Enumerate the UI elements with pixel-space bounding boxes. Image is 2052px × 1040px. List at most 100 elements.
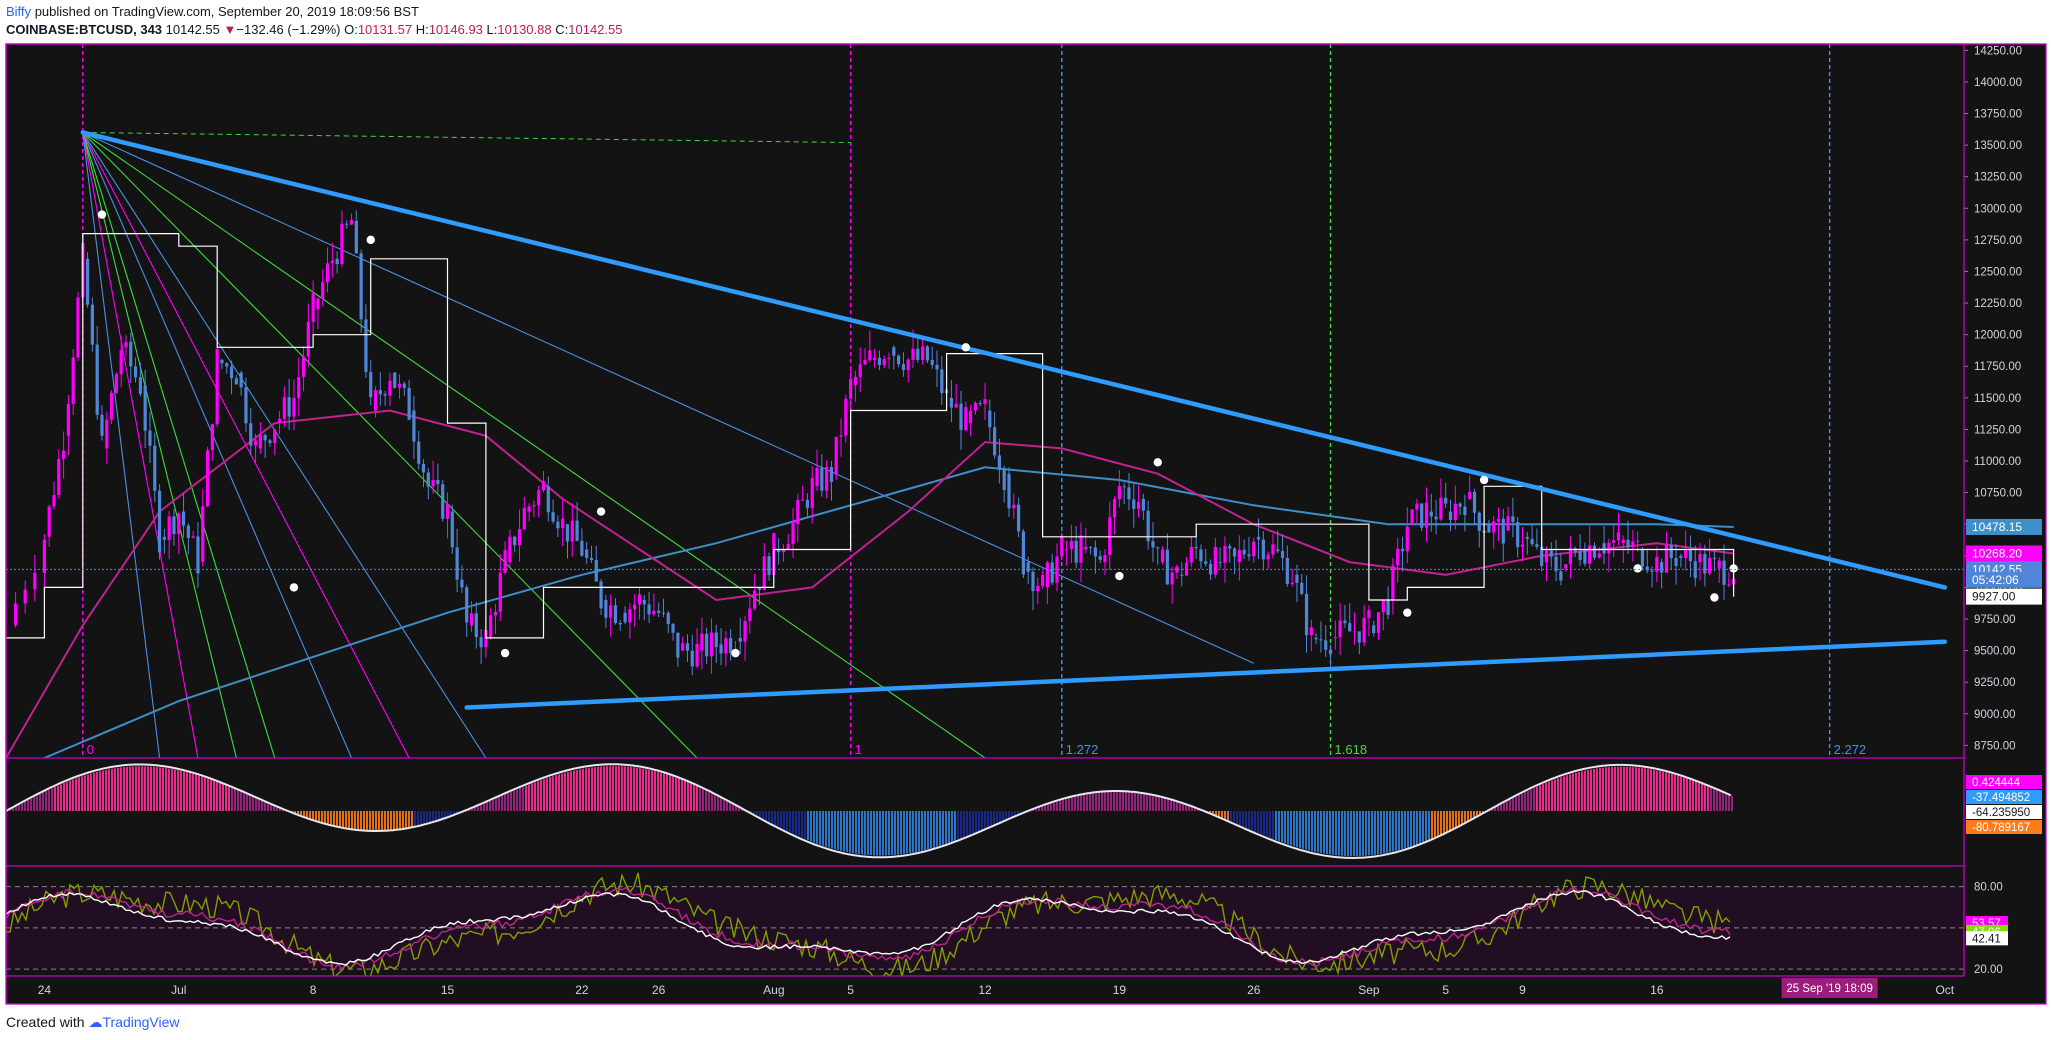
candle (1444, 497, 1448, 504)
osc-histogram-bar (492, 799, 494, 811)
candle (949, 397, 954, 408)
date-tick-label: 24 (38, 983, 52, 997)
candle (61, 450, 66, 460)
osc-histogram-bar (1725, 793, 1727, 811)
osc-histogram-bar (564, 772, 566, 811)
price-tick-label: 13250.00 (1974, 172, 2022, 184)
osc-histogram-bar (168, 768, 170, 811)
osc-histogram-bar (81, 776, 83, 811)
candle (273, 429, 277, 444)
signal-dot (1403, 608, 1412, 617)
osc-histogram-bar (1287, 811, 1289, 845)
osc-histogram-bar (495, 798, 497, 811)
candle (815, 467, 819, 487)
baseline-line (6, 233, 1735, 639)
symbol-label: COINBASE:BTCUSD, 343 (6, 22, 163, 37)
osc-histogram-bar (354, 811, 356, 829)
osc-histogram-bar (945, 811, 947, 844)
osc-histogram-bar (696, 785, 698, 811)
osc-histogram-bar (1506, 801, 1508, 811)
tradingview-link[interactable]: TradingView (102, 1014, 180, 1030)
osc-label-badge (1966, 775, 2042, 789)
candle (340, 223, 344, 265)
osc-histogram-bar (783, 811, 785, 830)
osc-histogram-bar (1290, 811, 1292, 846)
osc-histogram-bar (498, 796, 500, 811)
candle (1597, 553, 1601, 558)
rsi-label-badge (1966, 931, 2008, 946)
osc-histogram-bar (1530, 789, 1532, 811)
candle (1396, 548, 1400, 566)
candle (695, 643, 699, 667)
osc-histogram-bar (531, 783, 533, 811)
osc-histogram-bar (1626, 766, 1628, 811)
osc-histogram-bar (798, 811, 800, 837)
osc-histogram-bar (318, 811, 320, 822)
candle (767, 556, 771, 575)
osc-histogram-bar (1131, 792, 1133, 811)
osc-histogram-bar (135, 766, 137, 811)
osc-histogram-bar (63, 783, 65, 811)
candle (325, 263, 330, 283)
candle (66, 403, 70, 436)
candle (762, 556, 766, 590)
osc-histogram-bar (852, 811, 854, 854)
candle (1511, 516, 1515, 523)
osc-histogram-bar (336, 811, 338, 826)
candle (1448, 511, 1453, 521)
osc-histogram-bar (876, 811, 878, 856)
osc-histogram-bar (579, 769, 581, 811)
osc-histogram-bar (1254, 811, 1256, 832)
candle (335, 258, 339, 265)
osc-histogram-bar (1401, 811, 1403, 850)
rsi-level-label: 80.00 (1974, 882, 2003, 894)
candle (33, 572, 37, 590)
osc-histogram-bar (1656, 770, 1658, 811)
candle (431, 479, 435, 487)
osc-histogram-bar (489, 800, 491, 811)
osc-histogram-bar (1284, 811, 1286, 844)
author-link[interactable]: Biffy (6, 4, 32, 19)
candle (1021, 531, 1025, 575)
candle (95, 344, 99, 415)
osc-histogram-bar (369, 811, 371, 831)
osc-histogram-bar (1155, 795, 1157, 811)
candle (1122, 486, 1126, 488)
osc-histogram-bar (1134, 792, 1136, 811)
osc-histogram-bar (750, 811, 752, 813)
osc-histogram-bar (732, 803, 734, 811)
osc-histogram-bar (9, 809, 11, 811)
osc-histogram-bar (1338, 811, 1340, 856)
candle (1391, 565, 1395, 601)
candle (873, 357, 877, 360)
candle (849, 378, 853, 399)
osc-histogram-bar (597, 766, 599, 811)
candle (906, 359, 910, 371)
candle (1328, 649, 1333, 654)
candle (719, 644, 723, 654)
osc-histogram-bar (831, 811, 833, 849)
osc-histogram-bar (639, 768, 641, 811)
osc-histogram-bar (180, 770, 182, 811)
osc-histogram-bar (1311, 811, 1313, 852)
osc-histogram-bar (384, 811, 386, 831)
osc-histogram-bar (648, 769, 650, 811)
osc-histogram-bar (1710, 787, 1712, 811)
candle (1333, 637, 1337, 639)
osc-histogram-bar (456, 811, 458, 815)
osc-histogram-bar (1524, 792, 1526, 811)
osc-histogram-bar (1020, 811, 1022, 815)
candle (513, 536, 517, 546)
osc-histogram-bar (126, 766, 128, 811)
candle (1429, 511, 1433, 517)
osc-histogram-bar (48, 789, 50, 811)
candle (1645, 566, 1649, 571)
candle (709, 632, 714, 657)
candle (1501, 518, 1505, 544)
osc-histogram-bar (504, 794, 506, 811)
candle (436, 479, 440, 485)
fib-fan-line (82, 132, 199, 758)
osc-histogram-bar (843, 811, 845, 852)
candle (1324, 640, 1328, 650)
